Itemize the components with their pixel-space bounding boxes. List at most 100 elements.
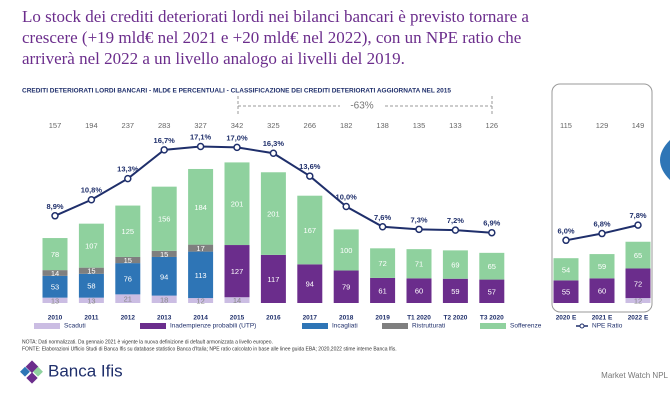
note: NOTA: Dati normalizzati. Da gennaio 2021…	[22, 339, 273, 345]
x-tick-label: 2016	[266, 315, 281, 322]
segment-label: 13	[51, 296, 59, 305]
segment-label: 100	[340, 246, 353, 255]
bar-segment	[151, 256, 177, 296]
legend-swatch	[302, 323, 328, 329]
x-tick-label: T2 2020	[443, 315, 467, 322]
segment-label: 156	[158, 215, 171, 224]
line-label: 6,9%	[483, 219, 500, 228]
legend-label: Scaduti	[64, 323, 86, 330]
legend-label: Sofferenze	[510, 323, 542, 330]
segment-label: 53	[51, 283, 59, 292]
bar-segment	[625, 241, 651, 269]
title-line: crescere (+19 mld€ nel 2021 e +20 mld€ n…	[22, 28, 521, 47]
segment-label: 58	[87, 282, 95, 291]
legend-label: Inadempienze probabili (UTP)	[170, 323, 256, 330]
line-label: 10,8%	[81, 186, 103, 195]
total-label: 135	[413, 121, 426, 130]
line-label: 8,9%	[46, 202, 63, 211]
bar-segment	[406, 249, 432, 279]
line-label: 7,3%	[410, 215, 427, 224]
bar-segment	[442, 278, 468, 303]
segment-label: 125	[122, 227, 135, 236]
bar-segment	[553, 280, 579, 303]
line-point	[87, 195, 96, 204]
x-tick-label: 2011	[84, 315, 98, 322]
total-label: 237	[122, 121, 135, 130]
bar-segment	[370, 248, 396, 278]
total-label: 126	[486, 121, 499, 130]
line-point	[562, 236, 570, 245]
segment-label: 15	[124, 256, 132, 265]
line-point	[233, 143, 241, 152]
x-tick-label: 2012	[121, 315, 136, 322]
x-tick-label: 2021 E	[592, 315, 613, 322]
bar-segment	[224, 162, 250, 246]
bar-segment	[151, 250, 177, 257]
line-point	[378, 223, 387, 231]
line-point	[488, 228, 496, 237]
bar-segment	[224, 297, 250, 303]
total-label: 266	[304, 121, 317, 130]
segment-label: 79	[342, 283, 350, 292]
line-label: 16,7%	[154, 136, 176, 145]
subtitle: CREDITI DETERIORATI LORDI BANCARI - MLD€…	[22, 88, 451, 95]
total-label: 149	[632, 121, 645, 130]
bar-segment	[260, 172, 286, 255]
segment-label: 13	[87, 296, 95, 305]
total-label: 133	[449, 121, 462, 130]
x-tick-label: 2013	[157, 315, 172, 322]
line-point	[269, 149, 278, 158]
segment-label: 12	[196, 297, 204, 306]
bar-segment	[115, 294, 141, 303]
bar-segment	[406, 278, 432, 303]
logo: Banca Ifis	[48, 361, 123, 380]
total-label: 342	[231, 121, 244, 130]
segment-label: 94	[160, 272, 168, 281]
total-label: 283	[158, 121, 171, 130]
bar-segment	[188, 251, 214, 299]
line-label: 6,8%	[593, 220, 610, 229]
bar-segment	[42, 238, 68, 271]
legend-swatch	[34, 323, 60, 329]
bar-segment	[442, 250, 468, 279]
line-point	[306, 172, 314, 180]
bar-segment	[78, 267, 104, 274]
segment-label: 127	[231, 267, 244, 276]
line-point	[598, 229, 606, 238]
segment-label: 59	[451, 287, 459, 296]
legend-swatch	[140, 323, 166, 329]
bar-segment	[370, 277, 396, 303]
legend-swatch	[480, 323, 506, 329]
line-label: 7,6%	[374, 213, 391, 222]
bar-segment	[333, 229, 359, 271]
segment-label: 17	[196, 244, 204, 253]
line-label: 7,2%	[447, 216, 464, 225]
segment-label: 15	[160, 250, 168, 259]
line-label: 6,0%	[557, 226, 574, 235]
bar-segment	[42, 270, 68, 276]
bar-segment	[151, 186, 177, 251]
segment-label: 60	[598, 287, 606, 296]
segment-label: 113	[195, 271, 207, 280]
bar-segment	[188, 168, 214, 245]
bar-segment	[151, 295, 177, 303]
total-label: 138	[376, 121, 389, 130]
title-line: arriverà nel 2022 a un livello analogo a…	[22, 49, 405, 68]
forecast-box	[551, 83, 653, 313]
segment-label: 55	[562, 288, 570, 297]
line-label: 17,0%	[226, 133, 248, 142]
segment-label: 59	[598, 262, 606, 271]
bar-segment	[78, 297, 104, 303]
bar-segment	[625, 268, 651, 299]
x-tick-label: 2015	[230, 315, 245, 322]
total-label: 325	[267, 121, 280, 130]
line-point	[124, 174, 132, 183]
line-point	[342, 202, 350, 211]
x-tick-label: 2019	[375, 315, 390, 322]
line-point	[51, 212, 59, 220]
segment-label: 117	[267, 275, 279, 284]
bar-segment	[115, 205, 141, 257]
logo-icon	[20, 360, 43, 384]
total-label: 194	[85, 121, 98, 130]
